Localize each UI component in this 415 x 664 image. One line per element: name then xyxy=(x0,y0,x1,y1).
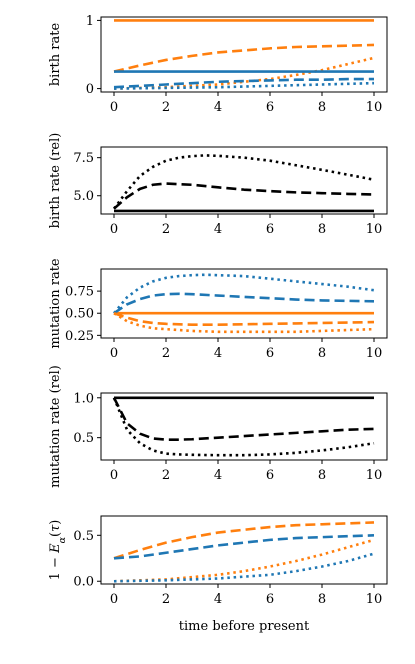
axis-frame xyxy=(100,392,388,461)
x-tick-label: 0 xyxy=(110,468,118,483)
series-group xyxy=(113,19,375,90)
y-tick-label: 0.50 xyxy=(65,307,94,322)
axis-frame xyxy=(100,146,388,215)
series-group xyxy=(112,396,375,457)
series-line-black-dashed xyxy=(113,182,375,210)
y-tick-label: 0.25 xyxy=(65,329,94,344)
y-tick-label: 0.5 xyxy=(73,431,94,446)
y-axis-label: mutation rate (rel) xyxy=(48,365,63,488)
x-tick-label: 4 xyxy=(214,592,222,607)
y-axis-label: birth rate (rel) xyxy=(48,133,63,229)
y-axis-label-part: ( xyxy=(48,532,63,537)
x-tick-label: 8 xyxy=(318,100,326,115)
y-axis-label: birth rate xyxy=(48,23,63,87)
y-tick-label: 1.0 xyxy=(73,391,94,406)
x-tick-label: 2 xyxy=(162,346,170,361)
x-tick-label: 8 xyxy=(318,592,326,607)
series-line-orange-dashed xyxy=(113,43,375,73)
x-tick-label: 10 xyxy=(366,100,383,115)
series-line-blue-dotted xyxy=(113,552,375,583)
y-axis-label-part: 1 − xyxy=(48,553,63,580)
series-line-orange-dotted xyxy=(113,312,375,334)
series-line-black-dotted xyxy=(112,397,375,457)
x-tick-label: 2 xyxy=(162,222,170,237)
x-tick-label: 0 xyxy=(110,100,118,115)
y-tick-label: 0 xyxy=(86,82,94,97)
axis-frame xyxy=(100,515,388,585)
series-group xyxy=(112,154,375,213)
series-line-orange-dashed xyxy=(113,521,375,560)
x-tick-label: 8 xyxy=(318,468,326,483)
x-tick-label: 10 xyxy=(366,346,383,361)
y-tick-label: 0.0 xyxy=(73,575,94,590)
x-tick-label: 4 xyxy=(214,468,222,483)
y-tick-label: 5.0 xyxy=(73,189,94,204)
x-tick-label: 4 xyxy=(214,100,222,115)
series-line-black-dashed xyxy=(112,397,375,441)
series-line-orange-dotted xyxy=(113,538,375,583)
x-tick-label: 2 xyxy=(162,468,170,483)
x-tick-label: 2 xyxy=(162,592,170,607)
y-tick-label: 0.75 xyxy=(65,285,94,300)
x-tick-label: 10 xyxy=(366,468,383,483)
series-line-orange-dashed xyxy=(113,311,375,327)
panel-1: 0 2 4 6 8 10 0 1 birth rate xyxy=(48,14,388,115)
series-group xyxy=(112,273,375,334)
y-axis-label-part: ) xyxy=(48,520,63,525)
x-tick-label: 0 xyxy=(110,592,118,607)
x-tick-label: 2 xyxy=(162,100,170,115)
x-tick-label: 0 xyxy=(110,346,118,361)
y-tick-label: 7.5 xyxy=(73,151,94,166)
x-tick-label: 10 xyxy=(366,222,383,237)
y-axis-label-part: α xyxy=(57,536,68,543)
series-line-blue-dotted xyxy=(112,273,375,315)
panel-4: 0 2 4 6 8 10 0.5 1.0 mutation rate (rel) xyxy=(48,365,388,488)
axis-frame xyxy=(100,268,388,339)
x-tick-label: 6 xyxy=(266,468,274,483)
x-tick-label: 8 xyxy=(318,346,326,361)
series-group xyxy=(113,521,375,583)
x-tick-label: 6 xyxy=(266,100,274,115)
x-tick-label: 6 xyxy=(266,592,274,607)
y-axis-label-part: E xyxy=(48,543,63,554)
x-axis-label: time before present xyxy=(179,619,310,634)
series-line-black-dotted xyxy=(112,154,375,210)
x-tick-label: 4 xyxy=(214,222,222,237)
y-axis-label-part: τ xyxy=(48,524,63,532)
axis-frame xyxy=(100,16,388,93)
series-line-blue-dashed xyxy=(113,534,375,560)
y-axis-label: mutation rate xyxy=(48,258,63,349)
x-tick-label: 10 xyxy=(366,592,383,607)
y-axis-label: 1 − Eα(τ) xyxy=(48,520,68,581)
y-tick-label: 1 xyxy=(86,14,94,29)
y-tick-label: 0.5 xyxy=(73,529,94,544)
x-tick-label: 6 xyxy=(266,346,274,361)
x-tick-label: 4 xyxy=(214,346,222,361)
x-tick-label: 6 xyxy=(266,222,274,237)
series-line-blue-dashed xyxy=(113,292,375,315)
x-tick-label: 0 xyxy=(110,222,118,237)
panel-5: 0 2 4 6 8 10 0.0 0.5 1 − Eα(τ) time before presen… xyxy=(48,515,388,634)
panel-2: 0 2 4 6 8 10 5.0 7.5 birth rate (rel) xyxy=(48,133,388,237)
series-line-blue-dashed xyxy=(113,77,374,89)
x-tick-label: 8 xyxy=(318,222,326,237)
